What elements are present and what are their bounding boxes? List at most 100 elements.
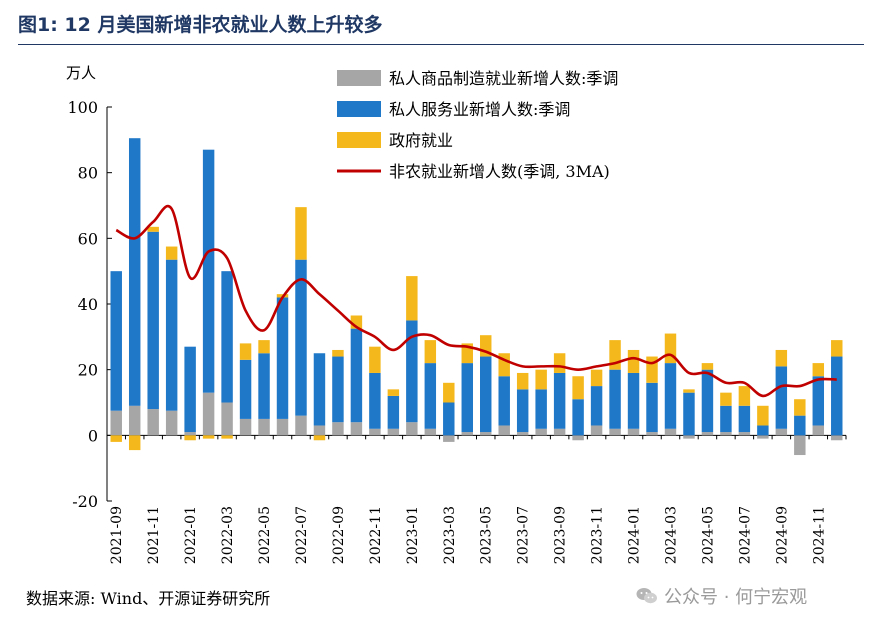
x-tick-label: 2024-11: [811, 506, 827, 564]
legend: 私人商品制造就业新增人数:季调私人服务业新增人数:季调政府就业非农就业新增人数(…: [337, 69, 618, 181]
bar-services: [165, 259, 178, 411]
x-tick-label: 2024-09: [774, 506, 790, 564]
x-tick-label: 2022-01: [183, 506, 199, 564]
x-tick-label: 2021-09: [109, 506, 125, 564]
source-note: 数据来源: Wind、开源证券研究所: [26, 589, 271, 608]
bar-government: [812, 363, 825, 377]
bar-manufacturing: [202, 392, 215, 436]
chart: -20 0 20 40 60 80 100 万人 2021-09 2021-11 2022-01 20…: [66, 64, 847, 564]
y-tick-label: 80: [78, 164, 98, 183]
bar-government: [424, 340, 437, 364]
bar-services: [683, 392, 695, 436]
bar-manufacturing: [738, 432, 751, 436]
bar-services: [350, 328, 363, 423]
x-tick-label: 2024-03: [663, 506, 679, 564]
bar-government: [165, 246, 178, 260]
legend-swatch-government: [337, 132, 381, 148]
bar-services: [276, 297, 289, 419]
legend-label: 非农就业新增人数(季调, 3MA): [389, 162, 610, 181]
bar-services: [609, 369, 621, 429]
legend-swatch-services: [337, 101, 381, 117]
bar-services: [147, 231, 159, 410]
bar-services: [627, 372, 640, 429]
x-tick-label: 2022-03: [220, 506, 236, 564]
bar-government: [147, 226, 159, 232]
bar-services: [332, 356, 344, 423]
x-tick-label: 2022-09: [331, 506, 347, 564]
bar-manufacturing: [794, 435, 806, 456]
bar-government: [516, 372, 529, 390]
y-tick-label: -20: [72, 492, 98, 511]
bar-manufacturing: [221, 402, 233, 436]
bar-services: [516, 389, 529, 433]
bar-services: [590, 386, 603, 426]
x-tick-label: 2024-05: [700, 506, 716, 564]
x-tick-label: 2023-01: [405, 506, 421, 564]
bar-services: [406, 320, 418, 423]
x-tick-label: 2022-11: [368, 506, 384, 564]
x-tick-label: 2023-07: [516, 506, 532, 564]
bar-manufacturing: [535, 428, 547, 436]
x-tick-label: 2023-09: [553, 506, 569, 564]
bar-manufacturing: [184, 432, 196, 436]
bar-services: [461, 363, 473, 433]
bar-government: [128, 435, 141, 451]
y-tick-label: 20: [78, 361, 98, 380]
bar-manufacturing: [609, 428, 621, 436]
bar-services: [812, 376, 825, 426]
bar-government: [609, 340, 621, 370]
bar-government: [406, 276, 418, 321]
y-tick-label: 0: [88, 426, 98, 445]
bar-government: [738, 386, 751, 406]
bar-services: [553, 372, 566, 429]
y-unit-label: 万人: [66, 64, 96, 82]
bar-manufacturing: [387, 428, 400, 436]
bar-services: [757, 425, 769, 436]
bar-services: [258, 353, 270, 419]
bar-government: [202, 435, 215, 439]
bar-services: [831, 356, 843, 436]
bar-services: [664, 363, 677, 429]
bar-government: [572, 376, 584, 400]
bar-manufacturing: [627, 428, 640, 436]
bar-government: [369, 346, 381, 373]
bar-services: [313, 353, 326, 426]
bar-manufacturing: [590, 425, 603, 436]
bar-manufacturing: [831, 435, 843, 441]
line-layer: [115, 204, 837, 398]
bar-manufacturing: [775, 428, 788, 436]
bar-manufacturing: [350, 422, 363, 436]
title-divider: [18, 44, 864, 45]
bar-manufacturing: [720, 432, 732, 436]
bar-manufacturing: [424, 428, 437, 436]
bar-manufacturing: [165, 410, 178, 436]
bar-services: [572, 399, 584, 436]
bar-manufacturing: [258, 418, 270, 436]
bar-services: [239, 359, 252, 419]
bar-manufacturing: [147, 409, 159, 436]
bar-manufacturing: [664, 428, 677, 436]
bar-services: [202, 149, 215, 393]
bar-manufacturing: [332, 422, 344, 436]
bar-manufacturing: [110, 410, 122, 436]
bar-government: [775, 349, 788, 367]
legend-label: 私人服务业新增人数:季调: [389, 100, 570, 119]
bar-manufacturing: [369, 428, 381, 436]
bar-government: [313, 435, 326, 441]
bar-government: [757, 405, 769, 426]
x-tick-label: 2022-05: [257, 506, 273, 564]
bar-services: [720, 405, 732, 433]
x-tick-label: 2022-07: [294, 506, 310, 564]
wechat-icon: [636, 588, 657, 604]
bar-government: [553, 353, 566, 373]
bar-manufacturing: [701, 432, 714, 436]
bar-government: [590, 369, 603, 387]
y-tick-label: 40: [78, 295, 98, 314]
watermark-text: 公众号 · 何宁宏观: [664, 587, 808, 608]
x-tick-label: 2023-11: [590, 506, 606, 564]
bar-services: [110, 271, 122, 411]
bar-services: [387, 395, 400, 429]
bar-government: [332, 349, 344, 357]
bar-services: [701, 369, 714, 433]
bar-manufacturing: [480, 432, 492, 436]
